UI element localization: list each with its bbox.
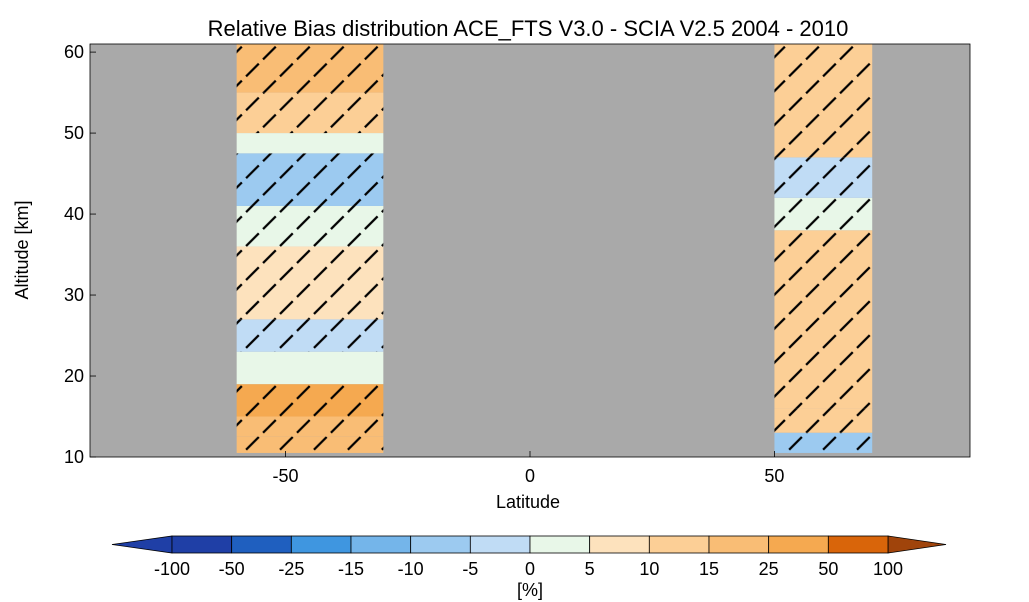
x-tick-label: 50	[764, 466, 784, 486]
colorbar-tick-label: -10	[398, 559, 424, 579]
colorbar-tick-label: -50	[219, 559, 245, 579]
hatch-overlay	[236, 246, 384, 320]
colorbar-swatch	[708, 535, 770, 554]
colorbar-tick-label: -5	[462, 559, 478, 579]
hatch-overlay	[774, 44, 873, 158]
hatch-overlay	[236, 384, 384, 417]
colorbar-tick-label: 5	[585, 559, 595, 579]
hatch-overlay	[236, 153, 384, 206]
hatch-overlay	[774, 230, 873, 409]
colorbar-swatch	[231, 535, 292, 554]
colorbar-tick-label: -15	[338, 559, 364, 579]
hatch-overlay	[774, 197, 873, 231]
colorbar-label: [%]	[517, 580, 543, 600]
data-bands	[236, 44, 873, 453]
x-tick-label: -50	[273, 466, 299, 486]
x-tick-label: 0	[525, 466, 535, 486]
hatch-overlay	[236, 44, 384, 93]
y-axis-ticks: 10 20 30 40 50 60	[64, 42, 96, 467]
y-tick-label: 50	[64, 123, 84, 143]
colorbar-swatch	[529, 535, 591, 554]
hatch-overlay	[236, 319, 384, 352]
y-tick-label: 30	[64, 285, 84, 305]
colorbar-tick-label: -100	[154, 559, 190, 579]
colorbar: -100 -50 -25 -15 -10 -5 0 5 10 15 25 50 100	[111, 535, 947, 579]
x-axis-label: Latitude	[496, 492, 560, 512]
y-axis-label: Altitude [km]	[12, 200, 32, 299]
colorbar-swatch	[648, 535, 710, 554]
colorbar-swatch	[290, 535, 352, 554]
y-tick-label: 40	[64, 204, 84, 224]
colorbar-under-arrow	[111, 535, 173, 554]
y-tick-label: 10	[64, 447, 84, 467]
y-tick-label: 60	[64, 42, 84, 62]
colorbar-over-arrow	[887, 535, 947, 554]
colorbar-swatch	[410, 535, 471, 554]
colorbar-swatch	[827, 535, 889, 554]
colorbar-swatch	[171, 535, 233, 554]
colorbar-tick-label: 50	[818, 559, 838, 579]
hatch-overlay	[236, 92, 384, 134]
colorbar-tick-label: 25	[759, 559, 779, 579]
colorbar-swatch	[589, 535, 650, 554]
y-tick-label: 20	[64, 366, 84, 386]
hatch-overlay	[236, 436, 384, 453]
bias-cell	[236, 133, 384, 154]
hatch-overlay	[774, 432, 873, 453]
colorbar-tick-label: 100	[873, 559, 903, 579]
colorbar-tick-label: 15	[699, 559, 719, 579]
colorbar-swatch	[350, 535, 412, 554]
colorbar-tick-label: -25	[278, 559, 304, 579]
hatch-overlay	[774, 157, 873, 198]
chart-title: Relative Bias distribution ACE_FTS V3.0 …	[208, 16, 849, 41]
hatch-overlay	[236, 416, 384, 437]
bias-cell	[236, 351, 384, 385]
colorbar-tick-label: 10	[639, 559, 659, 579]
colorbar-tick-label: 0	[525, 559, 535, 579]
colorbar-swatch	[469, 535, 531, 554]
hatch-overlay	[236, 205, 384, 247]
hatch-overlay	[774, 408, 873, 433]
colorbar-swatch	[768, 535, 829, 554]
x-axis-ticks: -50 0 50	[273, 451, 784, 486]
